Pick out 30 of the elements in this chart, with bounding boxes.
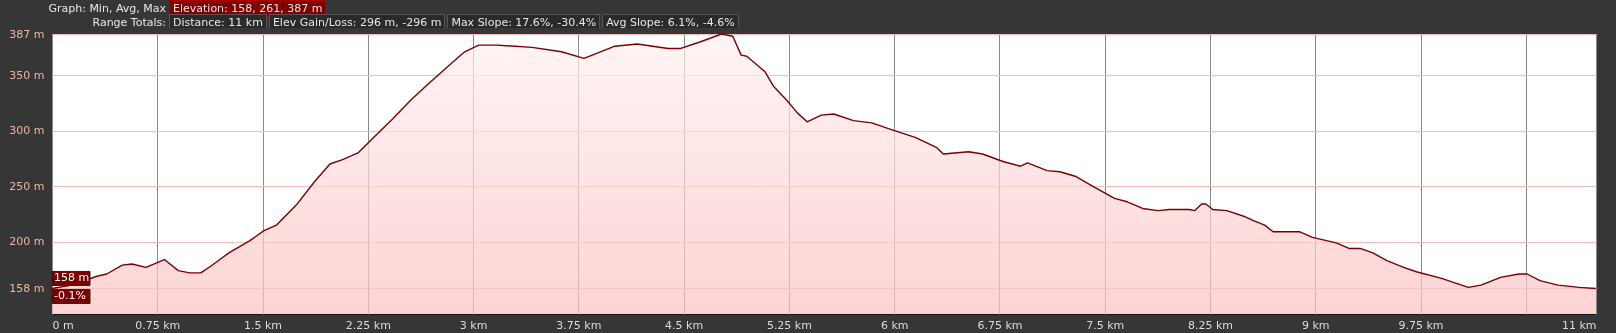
x-tick-label: 5.25 km (766, 318, 812, 332)
x-tick-label: 0.75 km (135, 318, 181, 332)
x-tick-label: 8.25 km (1187, 318, 1234, 332)
x-tick-label: 0 m (52, 318, 74, 332)
x-tick-label: 3.75 km (556, 318, 602, 332)
x-tick-label: 2.25 km (345, 318, 391, 332)
text: Distance: 11 km (169, 13, 267, 31)
text: Elevation: 158, 261, 387 m (169, 0, 327, 17)
annotation: -0.1% (54, 289, 86, 303)
x-tick-label: 9.75 km (1398, 318, 1444, 332)
x-tick-label: 9 km (1301, 318, 1330, 332)
text: Max Slope: 17.6%, -30.4% (447, 13, 601, 31)
x-tick-label: 6.75 km (977, 318, 1023, 332)
x-tick-label: 11 km (1561, 318, 1597, 332)
annotation: 158 m (54, 271, 90, 285)
x-tick-label: 7.5 km (1086, 318, 1125, 332)
y-tick-label: 300 m (9, 124, 45, 138)
x-tick-label: 3 km (459, 318, 488, 332)
x-tick-label: 4.5 km (665, 318, 704, 332)
text: Range Totals: (91, 15, 167, 29)
x-tick-label: 6 km (880, 318, 909, 332)
text: Graph: Min, Avg, Max (47, 1, 167, 15)
y-tick-label: 250 m (9, 179, 45, 193)
y-tick-label: 200 m (9, 235, 45, 249)
text: Elev Gain/Loss: 296 m, -296 m (268, 13, 446, 31)
y-tick-label: 158 m (9, 281, 45, 295)
x-tick-label: 1.5 km (244, 318, 283, 332)
text: Avg Slope: 6.1%, -4.6% (602, 13, 739, 31)
y-tick-label: 350 m (9, 68, 45, 82)
y-tick-label: 387 m (9, 27, 45, 41)
